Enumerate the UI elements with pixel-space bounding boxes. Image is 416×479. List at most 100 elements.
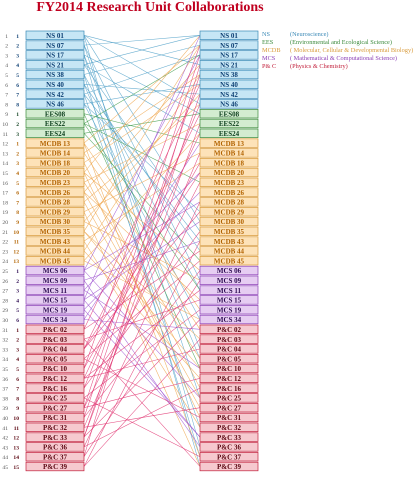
right-unit-box[interactable]: P&C 32	[199, 422, 259, 432]
collaboration-link	[83, 378, 201, 408]
group-number: 9	[16, 406, 19, 412]
left-unit-box[interactable]: P&C 16	[25, 383, 85, 393]
left-unit-box[interactable]: MCDB 29	[25, 207, 85, 216]
left-unit-box[interactable]: NS 01	[25, 30, 85, 40]
right-unit-box[interactable]: MCDB 13	[199, 138, 259, 148]
right-unit-box[interactable]: EES08	[199, 109, 259, 118]
unit-box-fill	[25, 442, 85, 452]
right-unit-box[interactable]: P&C 37	[199, 452, 259, 461]
right-unit-box[interactable]: P&C 04	[199, 344, 259, 354]
row-number: 3	[5, 53, 8, 59]
right-unit-box[interactable]: MCDB 43	[199, 236, 259, 246]
unit-box-fill	[199, 373, 259, 383]
right-unit-box[interactable]: MCDB 20	[199, 167, 259, 178]
left-unit-box[interactable]: NS 42	[25, 89, 85, 99]
right-unit-box[interactable]: MCDB 14	[199, 148, 259, 158]
left-unit-box[interactable]: P&C 25	[25, 393, 85, 403]
left-unit-box[interactable]: EES08	[25, 109, 85, 118]
left-unit-box[interactable]: MCDB 23	[25, 177, 85, 187]
left-unit-box[interactable]: P&C 31	[25, 412, 85, 422]
right-unit-box[interactable]: P&C 39	[199, 461, 259, 471]
right-unit-box[interactable]: MCDB 29	[199, 207, 259, 216]
right-unit-box[interactable]: NS 46	[199, 99, 259, 109]
right-unit-box[interactable]: NS 42	[199, 89, 259, 99]
left-unit-box[interactable]: P&C 10	[25, 363, 85, 373]
left-unit-box[interactable]: EES24	[25, 128, 85, 138]
left-unit-box[interactable]: P&C 37	[25, 452, 85, 461]
left-unit-box[interactable]: MCS 19	[25, 305, 85, 314]
left-unit-box[interactable]: P&C 33	[25, 432, 85, 442]
right-unit-box[interactable]: P&C 16	[199, 383, 259, 393]
right-unit-box[interactable]: P&C 02	[199, 324, 259, 334]
right-unit-box[interactable]: NS 21	[199, 60, 259, 69]
right-unit-box[interactable]: P&C 31	[199, 412, 259, 422]
right-unit-box[interactable]: P&C 36	[199, 442, 259, 452]
left-unit-box[interactable]: P&C 04	[25, 344, 85, 354]
right-unit-box[interactable]: MCS 06	[199, 265, 259, 275]
left-unit-box[interactable]: MCDB 35	[25, 226, 85, 236]
right-unit-box[interactable]: EES24	[199, 128, 259, 138]
left-unit-box[interactable]: MCDB 44	[25, 246, 85, 256]
right-unit-box[interactable]: MCS 09	[199, 275, 259, 285]
left-unit-box[interactable]: MCDB 45	[25, 256, 85, 265]
left-unit-box[interactable]: EES22	[25, 118, 85, 128]
right-unit-box[interactable]: P&C 27	[199, 403, 259, 412]
left-unit-box[interactable]: P&C 03	[25, 334, 85, 344]
row-number: 9	[5, 112, 8, 118]
left-unit-box[interactable]: P&C 27	[25, 403, 85, 412]
right-unit-box[interactable]: P&C 10	[199, 363, 259, 373]
left-unit-box[interactable]: NS 40	[25, 79, 85, 89]
left-unit-box[interactable]: P&C 32	[25, 422, 85, 432]
right-unit-box[interactable]: MCDB 35	[199, 226, 259, 236]
left-unit-box[interactable]: P&C 36	[25, 442, 85, 452]
right-unit-box[interactable]: P&C 05	[199, 354, 259, 363]
left-unit-box[interactable]: P&C 12	[25, 373, 85, 383]
left-unit-box[interactable]: MCS 06	[25, 265, 85, 275]
unit-box-fill	[199, 167, 259, 178]
right-unit-box[interactable]: MCS 11	[199, 285, 259, 295]
right-unit-box[interactable]: MCDB 44	[199, 246, 259, 256]
unit-box-fill	[199, 314, 259, 325]
right-unit-box[interactable]: NS 07	[199, 40, 259, 50]
left-unit-box[interactable]: MCS 11	[25, 285, 85, 295]
right-unit-box[interactable]: MCDB 26	[199, 187, 259, 197]
left-unit-box[interactable]: MCDB 13	[25, 138, 85, 148]
right-unit-box[interactable]: MCS 19	[199, 305, 259, 314]
right-unit-box[interactable]: NS 01	[199, 30, 259, 40]
left-unit-box[interactable]: NS 21	[25, 60, 85, 69]
right-unit-box[interactable]: MCDB 23	[199, 177, 259, 187]
left-unit-box[interactable]: MCS 09	[25, 275, 85, 285]
left-unit-box[interactable]: NS 46	[25, 99, 85, 109]
right-unit-box[interactable]: NS 40	[199, 79, 259, 89]
left-unit-box[interactable]: MCDB 20	[25, 167, 85, 177]
right-unit-box[interactable]: NS 17	[199, 50, 259, 60]
right-unit-box[interactable]: MCDB 45	[199, 256, 259, 265]
left-unit-box[interactable]: MCS 15	[25, 295, 85, 305]
left-unit-box[interactable]: MCDB 30	[25, 216, 85, 226]
left-unit-box[interactable]: P&C 39	[25, 461, 85, 471]
left-unit-box[interactable]: MCDB 26	[25, 187, 85, 197]
left-unit-box[interactable]: MCDB 14	[25, 148, 85, 158]
left-unit-box[interactable]: NS 07	[25, 40, 85, 50]
right-unit-box[interactable]: P&C 25	[199, 393, 259, 403]
left-unit-box[interactable]: MCDB 43	[25, 236, 85, 246]
unit-label: MCS 06	[217, 267, 242, 275]
right-unit-box[interactable]: MCS 15	[199, 295, 259, 305]
left-unit-box[interactable]: MCDB 28	[25, 197, 85, 207]
right-unit-box[interactable]: MCS 34	[199, 314, 259, 325]
left-unit-box[interactable]: P&C 05	[25, 354, 85, 363]
left-unit-box[interactable]: NS 17	[25, 50, 85, 60]
left-unit-box[interactable]: MCS 34	[25, 314, 85, 324]
right-unit-box[interactable]: MCDB 30	[199, 216, 259, 226]
right-unit-box[interactable]: NS 38	[199, 69, 259, 79]
collaboration-link	[83, 289, 201, 369]
left-unit-box[interactable]: P&C 02	[25, 324, 85, 334]
right-unit-box[interactable]: P&C 03	[199, 334, 259, 344]
right-unit-box[interactable]: P&C 33	[199, 432, 259, 442]
right-unit-box[interactable]: MCDB 18	[199, 158, 259, 167]
right-unit-box[interactable]: P&C 12	[199, 373, 259, 383]
right-unit-box[interactable]: MCDB 28	[199, 197, 259, 207]
right-unit-box[interactable]: EES22	[199, 118, 259, 128]
left-unit-box[interactable]: NS 38	[25, 69, 85, 79]
left-unit-box[interactable]: MCDB 18	[25, 158, 85, 167]
